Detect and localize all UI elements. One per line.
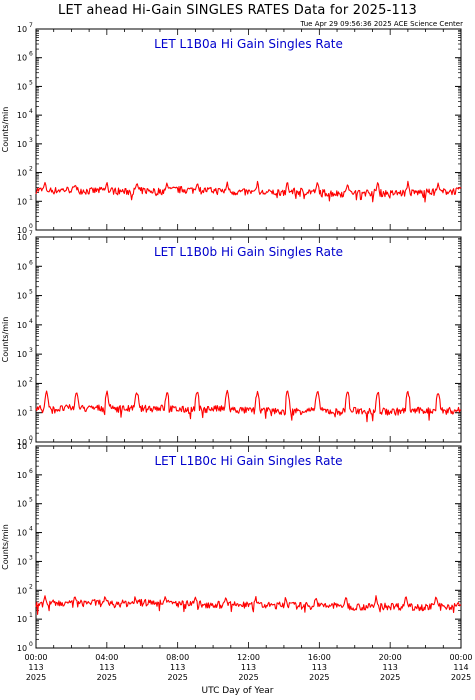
- y-tick-exponent: 6: [29, 259, 33, 266]
- x-tick-label-year: 2025: [380, 673, 400, 682]
- y-tick-exponent: 4: [29, 526, 33, 533]
- y-tick-exponent: 5: [29, 497, 33, 504]
- x-tick-label-year: 2025: [309, 673, 329, 682]
- y-tick-exponent: 6: [29, 468, 33, 475]
- y-tick-exponent: 7: [29, 439, 33, 446]
- x-tick-label-doy: 114: [453, 663, 468, 672]
- y-tick-exponent: 4: [29, 108, 33, 115]
- plot-frame-3: [35, 445, 462, 649]
- y-tick-exponent: 5: [29, 289, 33, 296]
- x-tick-label-time: 16:00: [308, 653, 331, 662]
- x-tick-label-time: 00:00: [449, 653, 472, 662]
- chart-title: LET ahead Hi-Gain SINGLES RATES Data for…: [58, 3, 417, 18]
- y-tick-label: 10: [17, 233, 27, 242]
- x-tick-label-time: 12:00: [237, 653, 260, 662]
- y-tick-label: 10: [17, 350, 27, 359]
- y-tick-label: 10: [17, 471, 27, 480]
- y-tick-label: 10: [17, 111, 27, 120]
- x-tick-label-year: 2025: [26, 673, 46, 682]
- y-tick-label: 10: [17, 529, 27, 538]
- y-tick-exponent: 1: [29, 194, 33, 201]
- y-tick-label: 10: [17, 226, 27, 235]
- y-tick-exponent: 1: [29, 406, 33, 413]
- y-tick-exponent: 7: [29, 230, 33, 237]
- y-tick-label: 10: [17, 438, 27, 447]
- y-tick-exponent: 1: [29, 612, 33, 619]
- y-tick-label: 10: [17, 500, 27, 509]
- y-axis-label: Counts/min: [1, 317, 10, 363]
- x-tick-label-doy: 113: [383, 663, 398, 672]
- y-tick-label: 10: [17, 557, 27, 566]
- y-tick-label: 10: [17, 82, 27, 91]
- y-tick-label: 10: [17, 292, 27, 301]
- x-tick-label-year: 2025: [167, 673, 187, 682]
- x-tick-label-time: 04:00: [95, 653, 118, 662]
- timestamp: Tue Apr 29 09:56:36 2025 ACE Science Cen…: [300, 20, 463, 28]
- x-tick-label-year: 2025: [451, 673, 471, 682]
- y-tick-exponent: 7: [29, 22, 33, 29]
- y-tick-label: 10: [17, 140, 27, 149]
- y-tick-exponent: 3: [29, 554, 33, 561]
- series-line-2: [35, 389, 462, 423]
- y-tick-label: 10: [17, 169, 27, 178]
- x-tick-label-doy: 113: [99, 663, 114, 672]
- x-tick-label-doy: 113: [28, 663, 43, 672]
- y-tick-exponent: 2: [29, 166, 33, 173]
- y-tick-label: 10: [17, 644, 27, 653]
- x-tick-label-doy: 113: [312, 663, 327, 672]
- y-tick-label: 10: [17, 54, 27, 63]
- y-tick-label: 10: [17, 262, 27, 271]
- y-tick-label: 10: [17, 615, 27, 624]
- x-tick-label-year: 2025: [97, 673, 117, 682]
- x-tick-label-year: 2025: [238, 673, 258, 682]
- y-tick-exponent: 2: [29, 583, 33, 590]
- x-tick-label-time: 00:00: [24, 653, 47, 662]
- y-tick-exponent: 0: [29, 223, 33, 230]
- y-tick-label: 10: [17, 379, 27, 388]
- y-tick-label: 10: [17, 586, 27, 595]
- series-line-3: [35, 595, 462, 615]
- y-tick-exponent: 2: [29, 376, 33, 383]
- plot-frame-1: [35, 28, 462, 231]
- y-tick-label: 10: [17, 25, 27, 34]
- x-axis-label: UTC Day of Year: [201, 686, 274, 696]
- y-tick-label: 10: [17, 197, 27, 206]
- panel-title-1: LET L1B0a Hi Gain Singles Rate: [154, 37, 343, 51]
- x-tick-label-time: 20:00: [379, 653, 402, 662]
- y-tick-label: 10: [17, 321, 27, 330]
- y-tick-label: 10: [17, 442, 27, 451]
- y-axis-label: Counts/min: [1, 107, 10, 153]
- y-tick-exponent: 5: [29, 79, 33, 86]
- y-axis-label: Counts/min: [1, 524, 10, 570]
- y-tick-label: 10: [17, 409, 27, 418]
- x-tick-label-doy: 113: [241, 663, 256, 672]
- y-tick-exponent: 3: [29, 137, 33, 144]
- panel-title-2: LET L1B0b Hi Gain Singles Rate: [154, 245, 343, 259]
- panel-title-3: LET L1B0c Hi Gain Singles Rate: [154, 454, 342, 468]
- y-tick-exponent: 0: [29, 435, 33, 442]
- x-tick-label-doy: 113: [170, 663, 185, 672]
- y-tick-exponent: 3: [29, 347, 33, 354]
- series-line-1: [35, 180, 462, 203]
- y-tick-exponent: 4: [29, 318, 33, 325]
- y-tick-exponent: 0: [29, 641, 33, 648]
- x-tick-label-time: 08:00: [166, 653, 189, 662]
- y-tick-exponent: 6: [29, 51, 33, 58]
